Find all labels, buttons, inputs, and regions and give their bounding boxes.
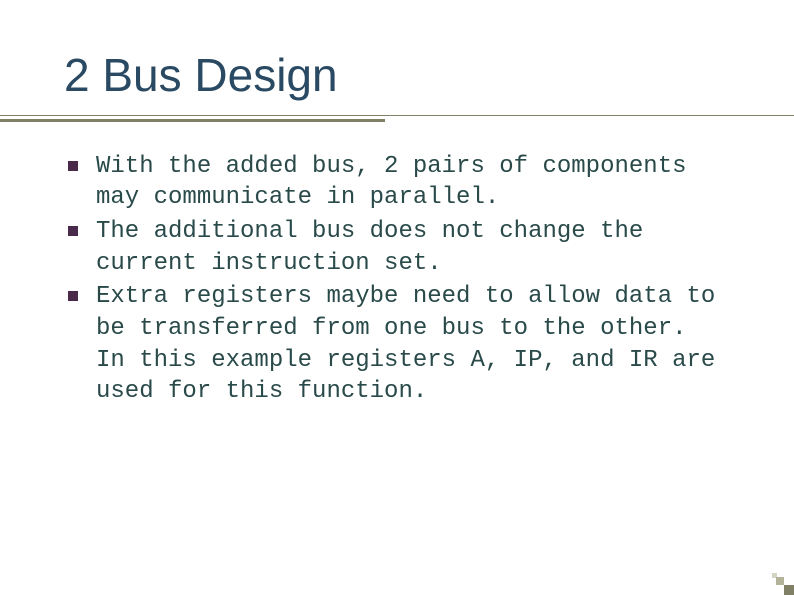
slide-title: 2 Bus Design <box>64 50 730 101</box>
list-item-text: The additional bus does not change the c… <box>96 218 643 277</box>
accent-square-large <box>784 585 794 595</box>
square-bullet-icon <box>68 161 78 171</box>
square-bullet-icon <box>68 291 78 301</box>
divider-thick-line <box>0 119 385 122</box>
list-item-text: With the added bus, 2 pairs of component… <box>96 153 687 212</box>
slide: 2 Bus Design With the added bus, 2 pairs… <box>0 0 794 595</box>
list-item: The additional bus does not change the c… <box>96 216 724 279</box>
corner-accent-icon <box>772 573 794 595</box>
accent-square-mid <box>776 577 784 585</box>
bullet-list: With the added bus, 2 pairs of component… <box>64 151 730 408</box>
list-item: With the added bus, 2 pairs of component… <box>96 151 724 214</box>
divider-thin-line <box>0 115 794 116</box>
title-divider <box>0 115 794 121</box>
list-item-text: Extra registers maybe need to allow data… <box>96 283 715 405</box>
square-bullet-icon <box>68 226 78 236</box>
list-item: Extra registers maybe need to allow data… <box>96 281 724 408</box>
